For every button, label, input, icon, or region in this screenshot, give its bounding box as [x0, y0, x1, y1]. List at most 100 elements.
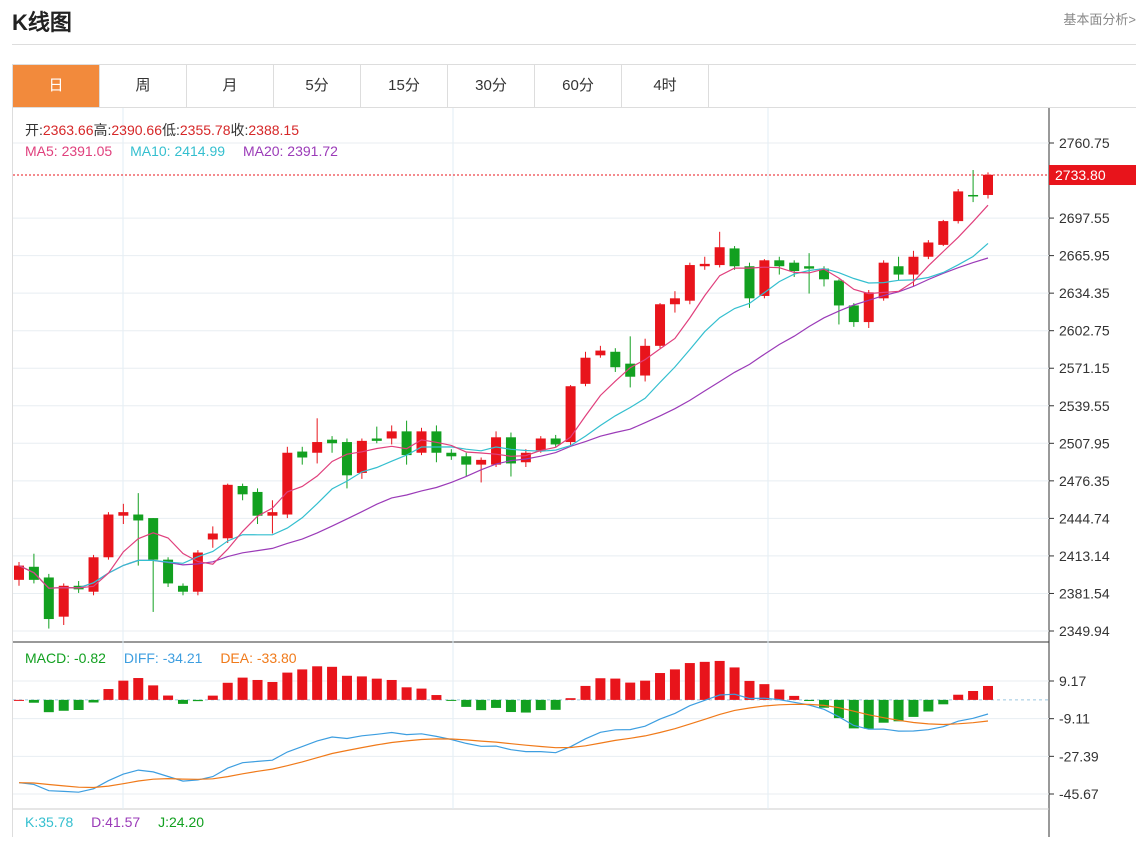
macd-histogram-bar — [88, 699, 99, 703]
candle-body — [595, 350, 606, 356]
macd-histogram-bar — [356, 676, 367, 700]
dea-line — [18, 703, 989, 789]
diff-label: DIFF: — [123, 650, 159, 666]
macd-histogram-bar — [938, 699, 949, 705]
kline-chart[interactable]: 2760.75 2697.55 2665.95 2634.35 2602.75 2571.… — [13, 108, 1136, 837]
candle-body — [565, 386, 576, 443]
candle-body — [968, 194, 979, 197]
macd-histogram-bar — [759, 684, 770, 700]
macd-histogram-bar — [43, 699, 54, 713]
ma20-line — [18, 257, 989, 589]
candle-body — [640, 345, 651, 376]
d-label: D: — [91, 814, 106, 830]
candle-body — [282, 452, 293, 515]
candle-body — [461, 456, 472, 465]
candle-body — [505, 437, 516, 464]
candle-body — [88, 557, 99, 592]
macd-histogram-bar — [684, 663, 695, 700]
macd-histogram-bar — [58, 699, 69, 711]
ohlc-readout: 开:2363.66高:2390.66低:2355.78收:2388.15 — [25, 120, 299, 140]
candle-body — [520, 452, 531, 463]
macd-histogram-bar — [565, 698, 576, 700]
tab-month[interactable]: 月 — [187, 65, 274, 107]
macd-histogram-bar — [968, 691, 979, 700]
macd-histogram-bar — [431, 695, 442, 700]
candle-body — [401, 431, 412, 456]
macd-histogram-bar — [103, 689, 114, 700]
macd-histogram-bar — [476, 699, 487, 711]
candle-body — [938, 221, 949, 245]
macd-label: MACD: — [25, 650, 71, 666]
price-tick-label: 2381.54 — [1059, 585, 1110, 601]
close-label: 收: — [230, 122, 249, 138]
candle-body — [163, 559, 174, 584]
tab-4hour[interactable]: 4时 — [622, 65, 709, 107]
candle-body — [14, 565, 24, 580]
macd-histogram-bar — [953, 694, 964, 700]
macd-histogram-bar — [118, 680, 129, 700]
candle-body — [878, 262, 889, 299]
macd-histogram-bar — [222, 682, 233, 700]
macd-histogram-bar — [163, 695, 174, 700]
macd-histogram-bar — [148, 685, 159, 700]
candle-body — [356, 440, 367, 473]
macd-histogram-bar — [341, 675, 352, 700]
tab-day[interactable]: 日 — [13, 65, 100, 107]
diff-value: -34.21 — [162, 650, 203, 666]
macd-histogram-bar — [505, 699, 516, 713]
candle-body — [103, 514, 114, 558]
macd-histogram-bar — [550, 699, 561, 710]
tab-60min[interactable]: 60分 — [535, 65, 622, 107]
price-tick-label: 2476.35 — [1059, 473, 1110, 489]
price-tick-label: 2413.14 — [1059, 548, 1110, 564]
candle-body — [312, 442, 323, 453]
price-tick-label: 2634.35 — [1059, 285, 1110, 301]
macd-histogram-bar — [461, 699, 472, 707]
candle-body — [744, 266, 755, 299]
macd-histogram-bar — [833, 699, 844, 719]
j-label: J: — [158, 814, 169, 830]
ma10-label: MA10: — [130, 143, 171, 159]
macd-histogram-bar — [848, 699, 859, 729]
header-divider — [12, 44, 1136, 45]
macd-histogram-bar — [640, 680, 651, 700]
candle-body — [252, 491, 263, 516]
price-tick-label: 2602.75 — [1059, 323, 1110, 339]
chart-panel: 2760.75 2697.55 2665.95 2634.35 2602.75 2571.… — [12, 108, 1136, 837]
candle-body — [759, 260, 770, 296]
candle-body — [848, 305, 859, 323]
macd-histogram-bar — [893, 699, 904, 722]
fundamental-analysis-link[interactable]: 基本面分析> — [1063, 12, 1136, 27]
macd-histogram-bar — [297, 669, 308, 700]
macd-histogram-bar — [446, 699, 457, 701]
macd-histogram-bar — [416, 688, 427, 700]
candle-body — [983, 174, 993, 195]
macd-histogram-bar — [625, 682, 636, 700]
candle-body — [714, 247, 725, 266]
candle-body — [177, 585, 188, 592]
macd-histogram-bar — [267, 681, 278, 700]
macd-histogram-bar — [535, 699, 546, 711]
macd-histogram-bar — [237, 677, 248, 700]
candle-body — [729, 248, 740, 267]
macd-histogram-bar — [699, 661, 710, 700]
tab-15min[interactable]: 15分 — [361, 65, 448, 107]
macd-tick-label: -27.39 — [1059, 748, 1099, 764]
tab-5min[interactable]: 5分 — [274, 65, 361, 107]
candle-body — [923, 242, 934, 257]
candle-body — [386, 431, 397, 439]
candle-body — [416, 431, 427, 453]
candle-body — [833, 280, 844, 306]
last-price-label: 2733.80 — [1055, 167, 1106, 183]
price-tick-label: 2444.74 — [1059, 510, 1110, 526]
high-label: 高: — [93, 122, 112, 138]
candle-body — [446, 452, 457, 457]
tab-30min[interactable]: 30分 — [448, 65, 535, 107]
candle-body — [297, 451, 308, 458]
candle-body — [774, 260, 785, 267]
candle-body — [535, 438, 546, 451]
tab-week[interactable]: 周 — [100, 65, 187, 107]
candle-body — [625, 363, 636, 377]
candle-body — [327, 439, 338, 444]
macd-histogram-bar — [878, 699, 889, 723]
